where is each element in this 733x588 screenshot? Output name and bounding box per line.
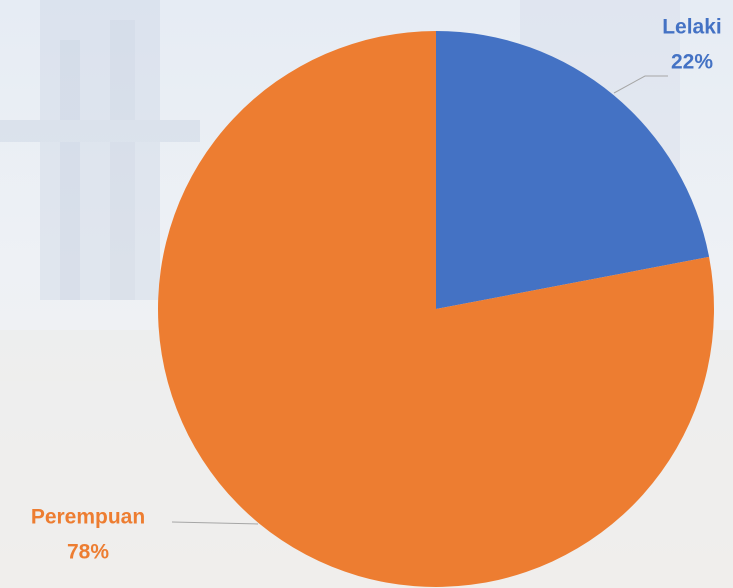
pie: [158, 31, 715, 588]
slice-label: Perempuan: [31, 506, 145, 529]
slice-label: Lelaki: [662, 16, 722, 39]
leader-line: [171, 521, 259, 525]
slice-value-label: 22%: [671, 51, 713, 74]
pie-slice: [436, 31, 710, 309]
pie-slice: [158, 31, 715, 588]
labels: Lelaki 22% Perempuan 78%: [31, 16, 722, 564]
leader-line: [613, 75, 668, 94]
slice-value-label: 78%: [67, 541, 109, 564]
